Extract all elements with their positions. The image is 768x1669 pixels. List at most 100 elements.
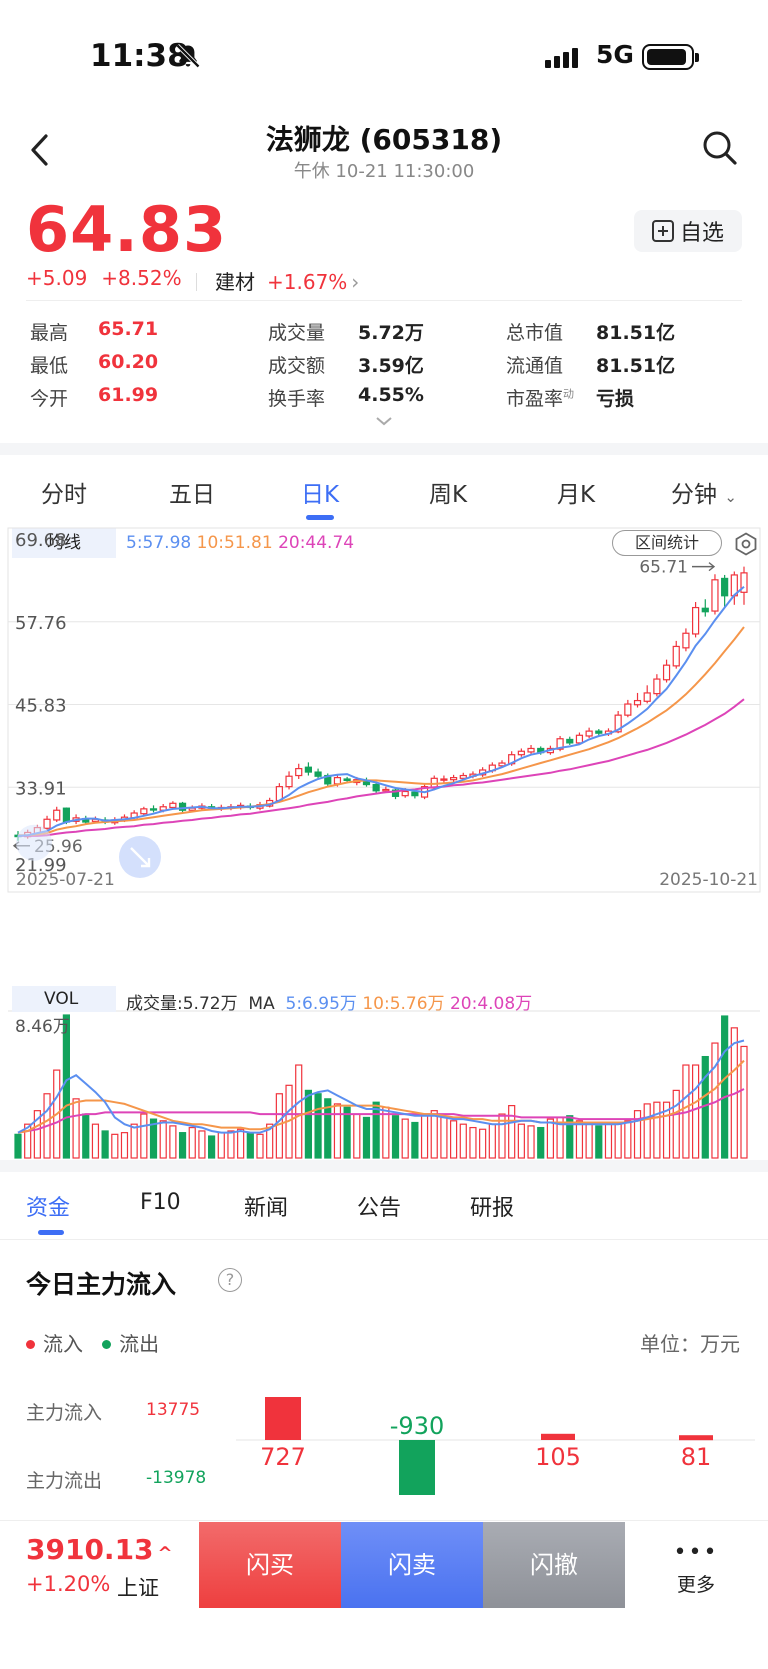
vol-label[interactable]: VOL — [12, 986, 116, 1012]
volume-bar — [391, 1115, 400, 1159]
candle — [662, 664, 671, 681]
settings-hexagon-icon[interactable] — [734, 532, 758, 556]
tab-minute[interactable]: 分钟 ⌄ — [664, 475, 744, 509]
candle — [672, 645, 680, 667]
main-outflow-row: 主力流出 -13978 — [26, 1466, 206, 1493]
volume-bar — [207, 1135, 216, 1159]
quick-buy-button[interactable]: 闪买 — [199, 1522, 341, 1608]
chevron-right-icon: › — [351, 270, 360, 294]
stat-float-cap: 流通值 81.51亿 — [506, 355, 676, 377]
volume-bar — [333, 1103, 342, 1159]
page-title: 法狮龙 (605318) — [265, 123, 503, 156]
candle — [556, 738, 564, 750]
candle — [595, 730, 603, 734]
volume-bar — [362, 1116, 371, 1159]
volume-bar — [449, 1120, 458, 1159]
flow-bar — [399, 1440, 435, 1495]
volume-bar — [653, 1101, 661, 1159]
chart-tabs: 分时 五日 日K 周K 月K 分钟 ⌄ — [0, 455, 768, 525]
volume-bar — [24, 1123, 32, 1159]
volume-bar — [614, 1123, 622, 1159]
candle — [401, 790, 409, 797]
candle — [691, 606, 700, 635]
tab-intraday[interactable]: 分时 — [41, 482, 87, 508]
price-change: +5.09 +8.52% — [26, 266, 196, 290]
more-dots-icon: ••• — [673, 1540, 719, 1565]
vol-ma20-line — [17, 1088, 745, 1134]
market-status: 午休 10-21 11:30:00 — [293, 161, 475, 182]
tab-monthly-k[interactable]: 月K — [556, 482, 596, 508]
tab-funds[interactable]: 资金 — [26, 1196, 71, 1221]
caret-up-icon: ^ — [157, 1543, 173, 1564]
candle — [653, 678, 661, 695]
chevron-down-icon[interactable] — [374, 414, 394, 428]
range-stats-button[interactable]: 区间统计 — [612, 530, 722, 556]
flow-bar — [265, 1397, 301, 1440]
status-bar: 11:38 5G — [0, 0, 768, 110]
quick-cancel-button[interactable]: 闪撤 — [483, 1522, 625, 1608]
sector-name: 建材 — [215, 270, 255, 294]
candle — [314, 771, 322, 777]
candle — [633, 699, 642, 706]
section-gap — [0, 1160, 768, 1172]
stat-turnover-rate: 换手率 4.55% — [268, 384, 424, 410]
volume-bar — [430, 1110, 438, 1159]
more-button[interactable]: ••• 更多 — [665, 1540, 727, 1597]
volume-bar — [691, 1064, 700, 1159]
tab-five-day[interactable]: 五日 — [169, 482, 215, 508]
volume-bar — [353, 1113, 361, 1159]
volume-bar — [159, 1120, 167, 1159]
tab-daily-k[interactable]: 日K — [300, 482, 340, 508]
bell-muted-icon — [176, 44, 200, 68]
candle — [459, 774, 467, 779]
change-percent: +8.52% — [101, 266, 182, 290]
ma-label[interactable]: 均线 — [12, 528, 116, 558]
volume-bar — [662, 1101, 671, 1159]
help-icon[interactable]: ? — [218, 1268, 242, 1292]
chevron-down-icon: ⌄ — [724, 488, 737, 506]
tab-weekly-k[interactable]: 周K — [428, 482, 468, 508]
y-tick-label: 57.76 — [15, 613, 67, 634]
y-tick-label: 45.83 — [15, 696, 67, 717]
candle — [149, 808, 158, 811]
active-tab-indicator — [306, 515, 334, 520]
volume-bar — [256, 1133, 264, 1159]
high-annotation: 65.71 — [639, 558, 688, 578]
candle — [372, 783, 380, 792]
tab-f10[interactable]: F10 — [140, 1190, 181, 1215]
main-outflow-label: 主力流出 — [26, 1470, 103, 1492]
back-arrow-icon[interactable] — [26, 130, 56, 170]
main-inflow-label: 主力流入 — [26, 1402, 103, 1424]
volume-bar — [82, 1113, 90, 1159]
candle — [527, 747, 535, 753]
high-arrow-head — [708, 562, 716, 572]
volume-bar — [672, 1089, 680, 1159]
candle — [449, 777, 458, 781]
volume-legend: VOL 成交量:5.72万 MA 5:6.95万 10:5.76万 20:4.0… — [12, 986, 766, 1014]
vol-ma5-line — [17, 1039, 745, 1134]
tab-announcements[interactable]: 公告 — [357, 1196, 402, 1221]
tab-news[interactable]: 新闻 — [244, 1196, 289, 1221]
candle — [62, 807, 71, 823]
fund-flow-chart: 727 -930 105 81 — [236, 1397, 755, 1495]
index-value[interactable]: 3910.13 ^ — [26, 1533, 173, 1566]
flow-value-label: -930 — [390, 1412, 444, 1440]
inflow-legend: 流入 — [43, 1332, 83, 1356]
search-icon[interactable] — [700, 128, 740, 168]
quick-sell-button[interactable]: 闪卖 — [341, 1522, 483, 1608]
candle — [740, 572, 748, 593]
volume-bar — [595, 1125, 603, 1159]
vol-max-label: 8.46万 — [15, 1017, 70, 1037]
change-amount: +5.09 — [26, 266, 88, 290]
network-label: 5G — [596, 40, 634, 69]
status-time: 11:38 — [90, 38, 189, 74]
more-label: 更多 — [676, 1574, 715, 1596]
volume-bar — [420, 1115, 429, 1159]
add-watchlist-button[interactable]: 自选 — [634, 210, 742, 252]
vol-ma10: 10:5.76万 — [362, 994, 445, 1014]
vol-ma20: 20:4.08万 — [449, 994, 533, 1014]
tab-research[interactable]: 研报 — [470, 1196, 515, 1221]
volume-bar — [130, 1123, 138, 1159]
sector-link[interactable]: 建材 +1.67% › — [196, 266, 359, 295]
